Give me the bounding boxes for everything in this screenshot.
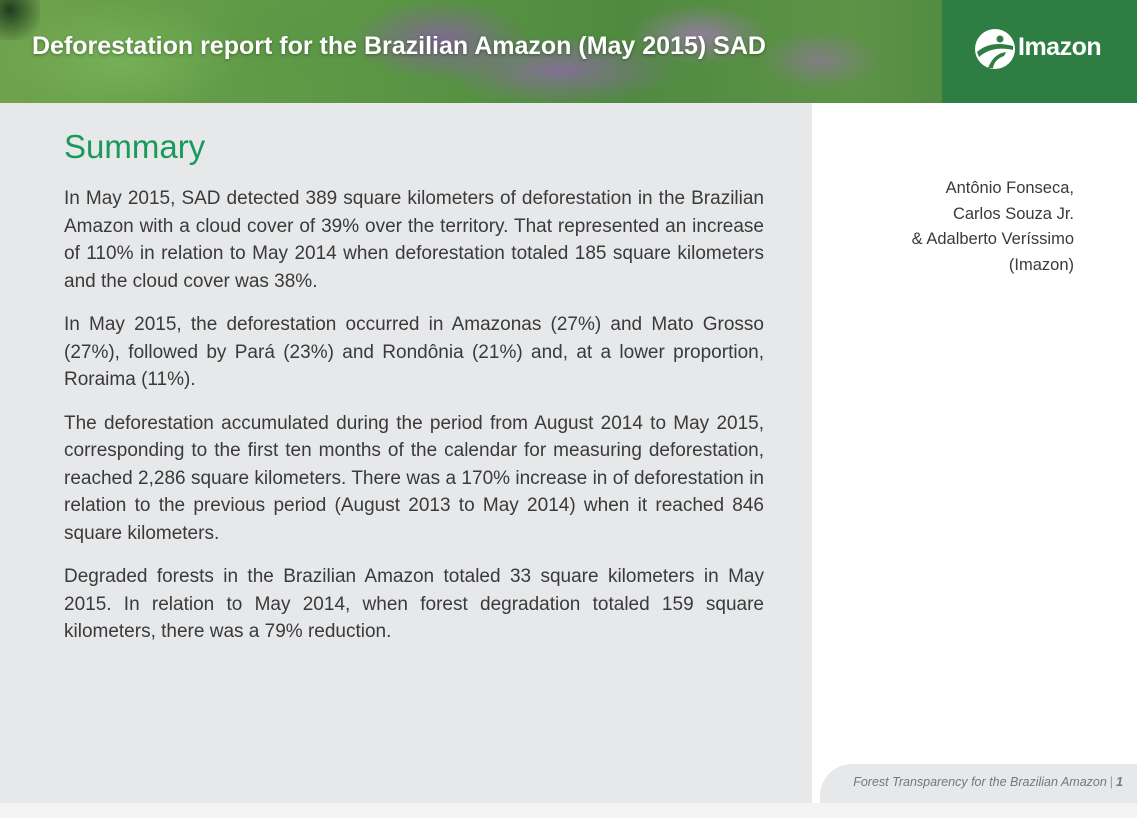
authors-block: Antônio Fonseca, Carlos Souza Jr. & Adal…: [854, 176, 1074, 278]
summary-paragraph: Degraded forests in the Brazilian Amazon…: [64, 566, 764, 642]
footer-publication-name: Forest Transparency for the Brazilian Am…: [853, 775, 1107, 789]
author-line: (Imazon): [1008, 255, 1074, 274]
imazon-logo-text: Imazon: [1018, 33, 1102, 61]
footer-text-line: Forest Transparency for the Brazilian Am…: [853, 775, 1123, 789]
imazon-logo-icon: [975, 29, 1015, 69]
summary-panel: Summary In May 2015, SAD detected 389 sq…: [0, 103, 812, 803]
logo-panel: Imazon: [942, 0, 1137, 103]
summary-paragraph: In May 2015, SAD detected 389 square kil…: [64, 188, 764, 292]
footer: Forest Transparency for the Brazilian Am…: [820, 764, 1137, 804]
author-line: Antônio Fonseca,: [945, 179, 1074, 197]
summary-body: In May 2015, SAD detected 389 square kil…: [64, 185, 764, 662]
page-number: 1: [1116, 775, 1123, 789]
summary-paragraph: In May 2015, the deforestation occurred …: [64, 314, 764, 390]
author-line: Carlos Souza Jr.: [952, 204, 1074, 223]
satellite-image-background: [0, 0, 40, 40]
author-line: & Adalberto Veríssimo: [911, 230, 1074, 248]
header-banner: Deforestation report for the Brazilian A…: [0, 0, 1137, 103]
bottom-margin: [0, 803, 1137, 818]
footer-separator: |: [1109, 775, 1114, 789]
summary-paragraph: The deforestation accumulated during the…: [64, 412, 764, 544]
summary-heading: Summary: [64, 128, 206, 165]
report-title: Deforestation report for the Brazilian A…: [32, 32, 766, 60]
